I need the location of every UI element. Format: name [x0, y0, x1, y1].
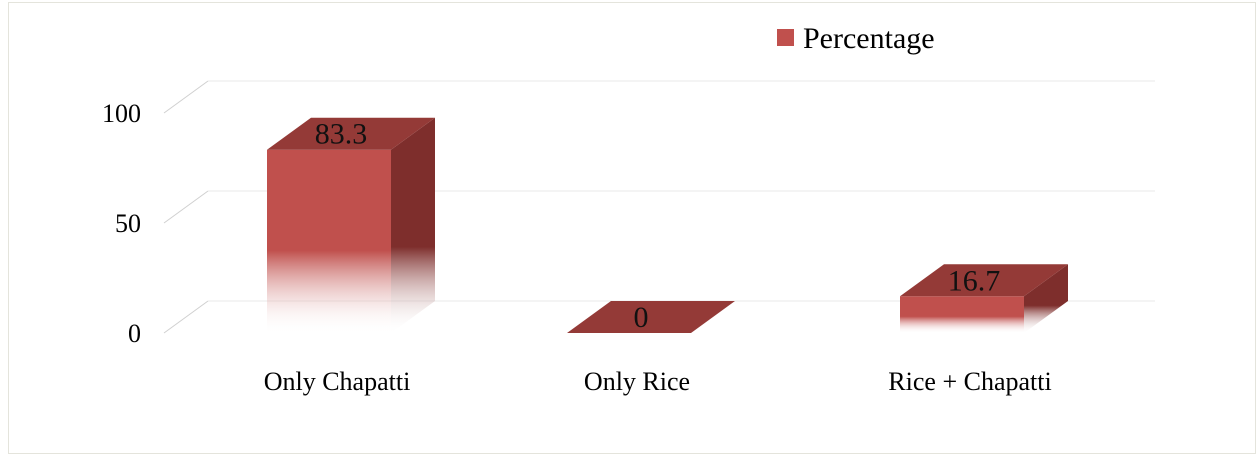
- x-tick-label: Only Rice: [584, 367, 690, 396]
- x-tick-label: Rice + Chapatti: [888, 367, 1051, 396]
- bar-2: [900, 264, 1068, 333]
- bar-side: [1024, 264, 1068, 333]
- bar-0: [267, 117, 435, 334]
- bar-top: [900, 264, 1068, 297]
- legend-swatch: [777, 29, 794, 46]
- chart-frame: 0 50 100 83.3 Only Chapatti 0 Only Rice 16.7 Ri…: [8, 2, 1256, 454]
- y-tick-label: 0: [128, 319, 141, 348]
- legend: Percentage: [777, 22, 935, 55]
- y-tick-label: 50: [115, 209, 141, 238]
- bar-front: [900, 296, 1024, 333]
- data-label: 16.7: [948, 264, 1001, 297]
- gridline-depth: [163, 300, 209, 334]
- bar-top: [567, 301, 735, 333]
- y-axis: 0 50 100: [102, 99, 141, 348]
- data-label: 0: [634, 301, 649, 334]
- bar-side: [391, 117, 435, 334]
- x-tick-label: Only Chapatti: [264, 367, 411, 396]
- gridline-depth: [163, 80, 209, 114]
- data-label: 83.3: [315, 118, 368, 151]
- bar-top: [267, 117, 435, 150]
- legend-entry-percentage: Percentage: [803, 22, 935, 55]
- labels: 83.3 Only Chapatti 0 Only Rice 16.7 Rice + Ch…: [264, 118, 1052, 396]
- bar-front: [267, 149, 391, 333]
- bar-1: [567, 301, 735, 333]
- y-tick-label: 100: [102, 99, 141, 128]
- bars: [267, 117, 1068, 334]
- bar-chart: 0 50 100 83.3 Only Chapatti 0 Only Rice 16.7 Ri…: [102, 22, 1155, 396]
- gridline-depth: [163, 190, 209, 224]
